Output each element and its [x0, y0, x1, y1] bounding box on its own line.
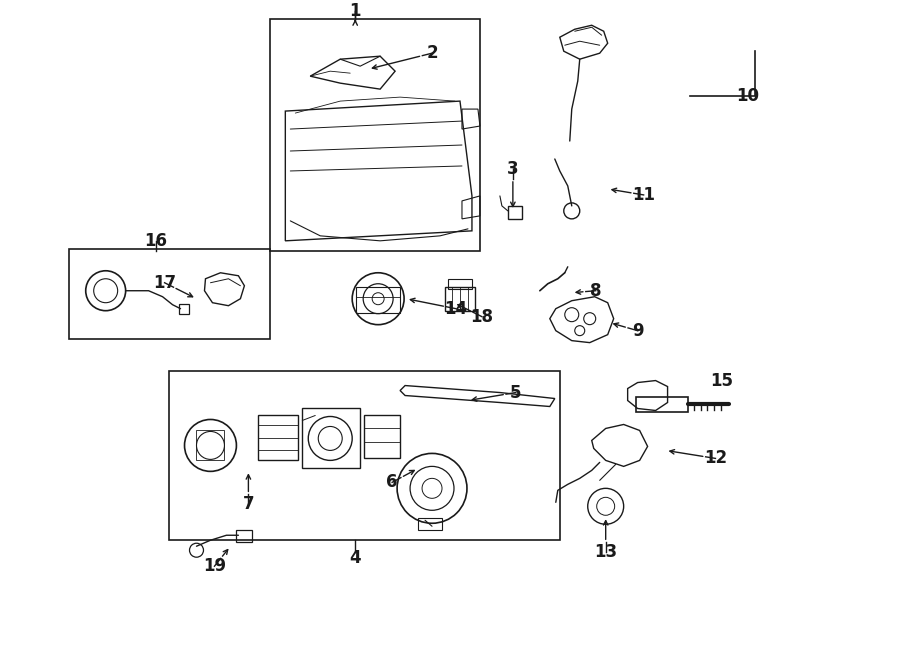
- Text: 3: 3: [507, 160, 518, 178]
- Text: 12: 12: [704, 449, 727, 467]
- Bar: [68, 249, 270, 338]
- Bar: [196, 430, 224, 461]
- Bar: [445, 287, 475, 311]
- Text: 2: 2: [427, 44, 437, 62]
- Bar: [168, 371, 560, 540]
- Bar: [364, 416, 400, 458]
- Text: 13: 13: [594, 543, 617, 561]
- Bar: [635, 397, 688, 412]
- Text: 7: 7: [243, 495, 254, 514]
- Text: 4: 4: [349, 549, 361, 567]
- Text: 18: 18: [471, 307, 493, 326]
- Text: 8: 8: [590, 282, 601, 299]
- Text: 15: 15: [710, 371, 733, 389]
- Text: 6: 6: [386, 473, 398, 491]
- Text: 16: 16: [144, 232, 167, 250]
- Bar: [356, 287, 400, 313]
- Text: 19: 19: [202, 557, 226, 575]
- Bar: [302, 408, 360, 469]
- Bar: [448, 279, 472, 289]
- Text: 17: 17: [153, 274, 176, 292]
- Text: 11: 11: [632, 186, 655, 204]
- Bar: [418, 518, 442, 530]
- Bar: [270, 19, 480, 251]
- Text: 10: 10: [736, 87, 759, 105]
- Bar: [258, 416, 298, 461]
- Text: 1: 1: [349, 2, 361, 20]
- Bar: [237, 530, 252, 542]
- Bar: [178, 303, 188, 314]
- Text: 14: 14: [445, 299, 468, 318]
- Text: 5: 5: [510, 383, 522, 401]
- Text: 9: 9: [632, 322, 644, 340]
- Bar: [508, 206, 522, 219]
